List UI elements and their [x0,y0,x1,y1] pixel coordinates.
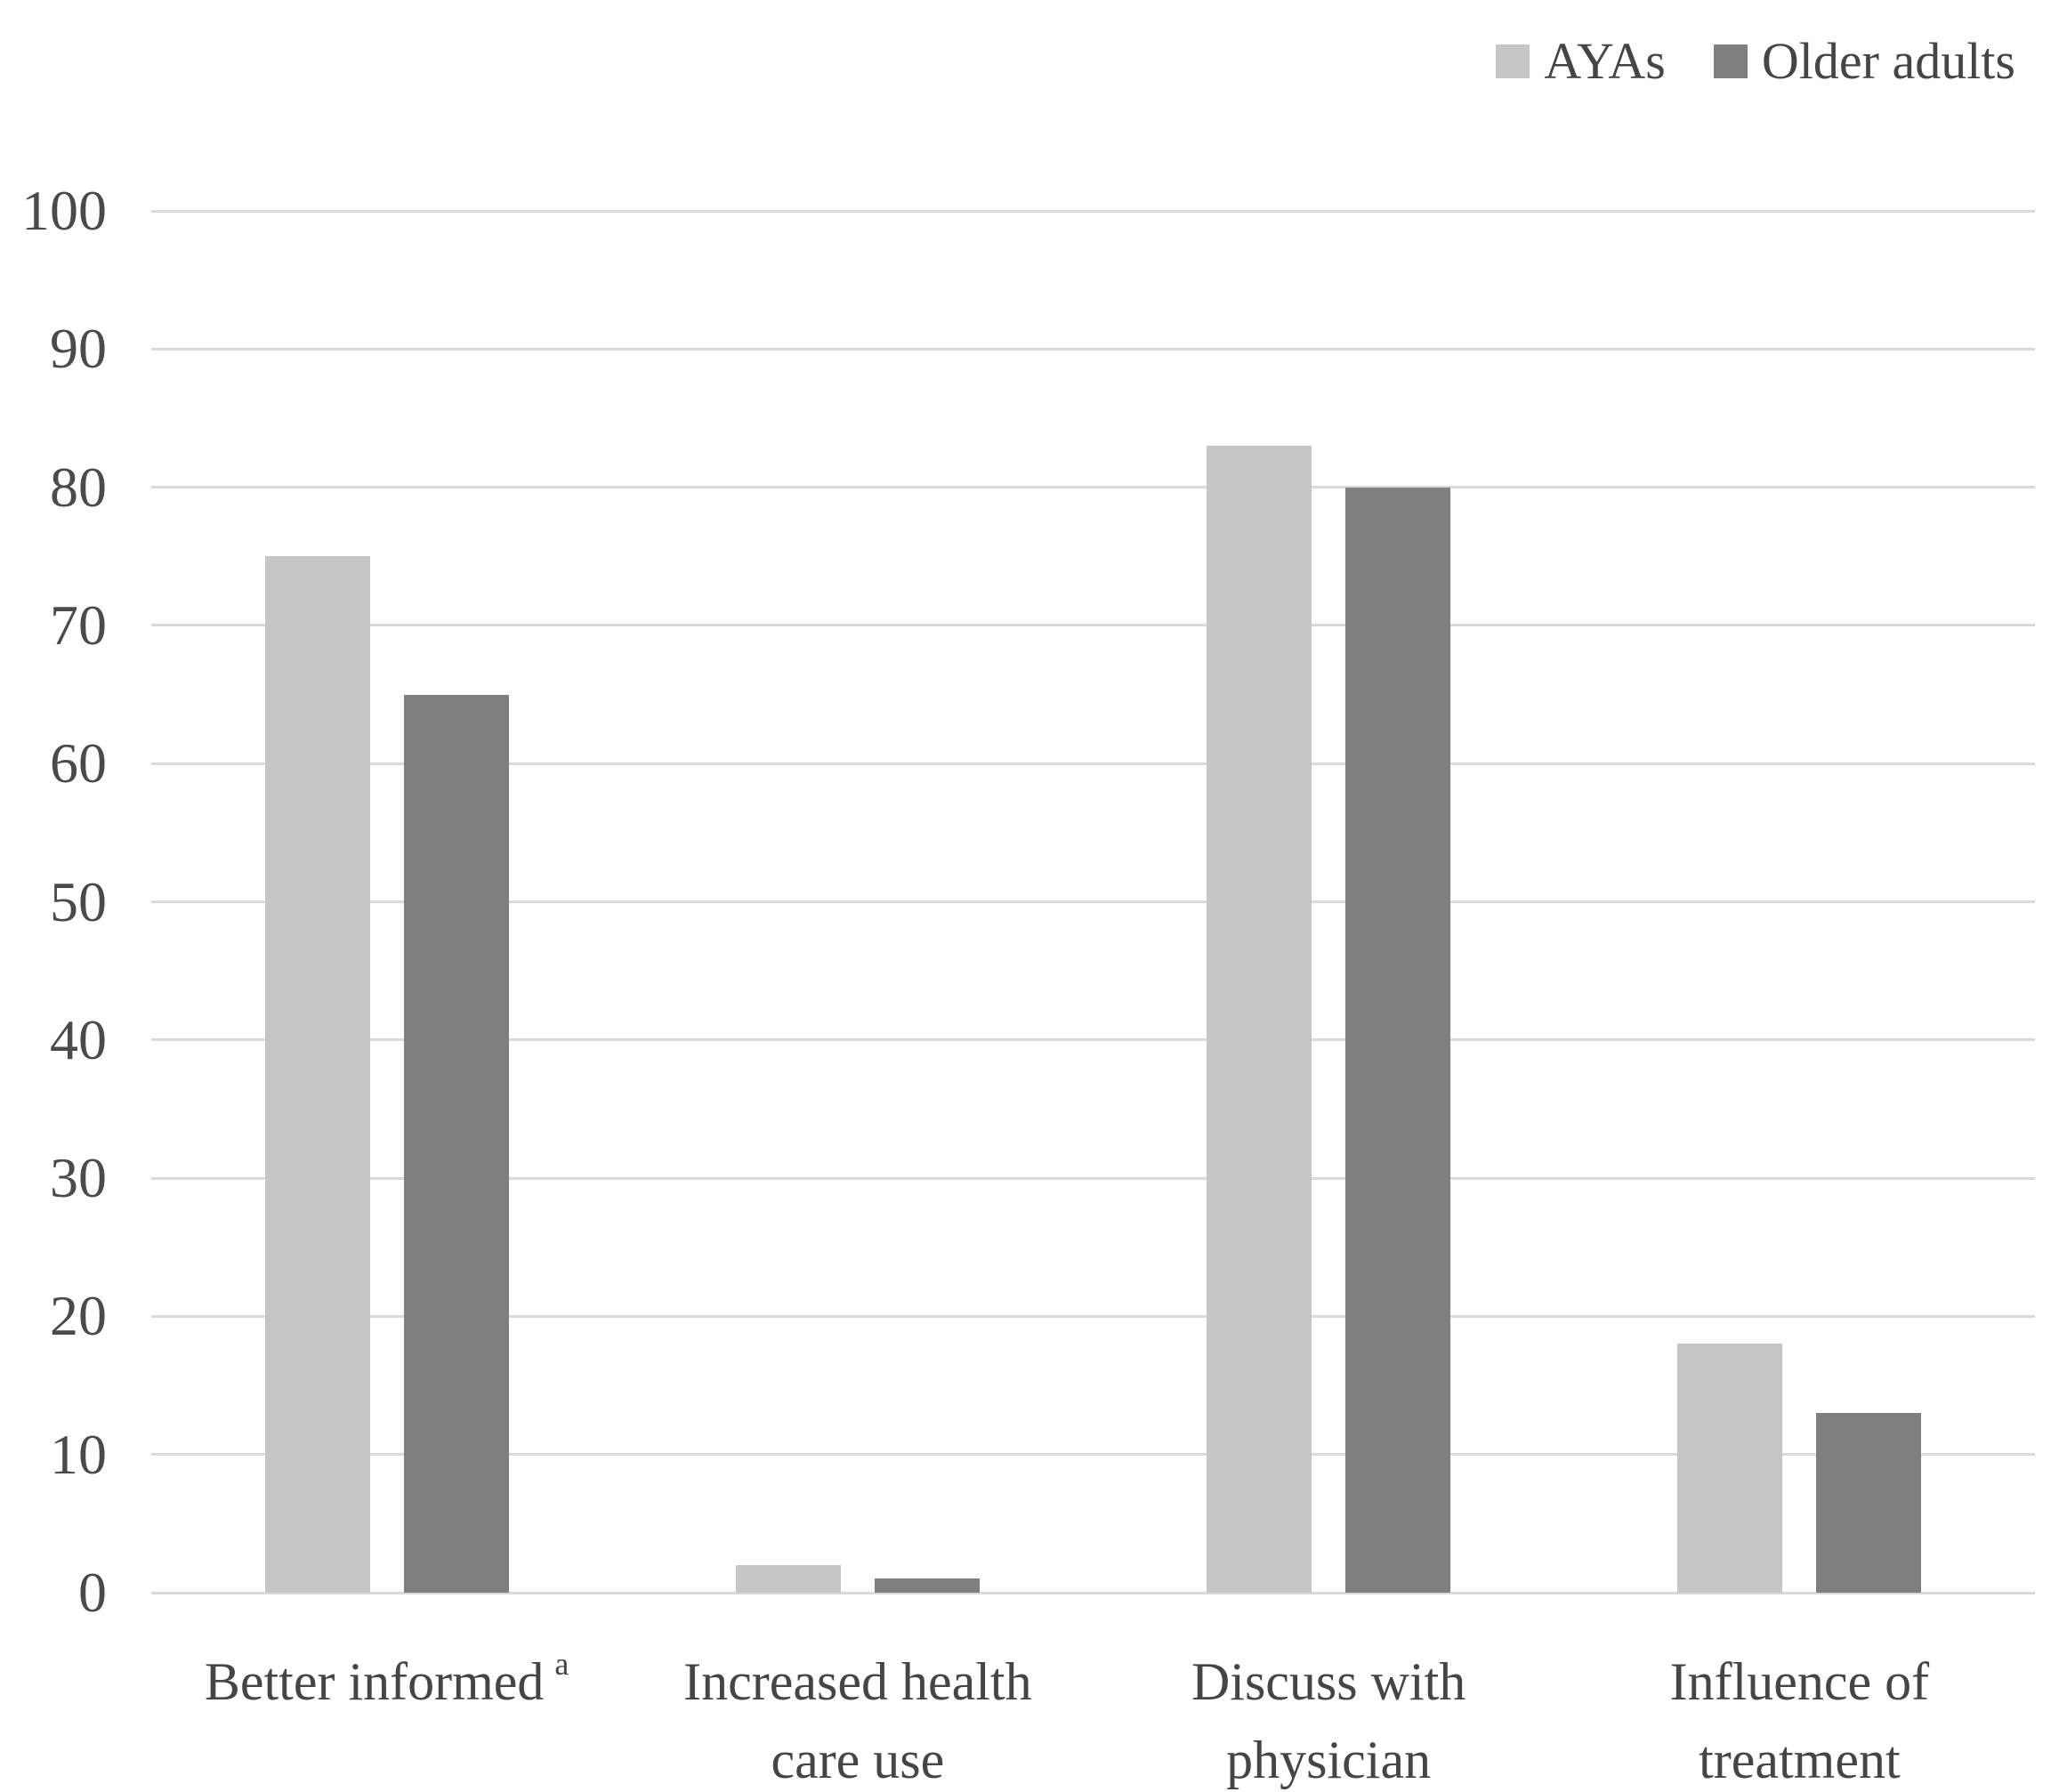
legend-label: AYAs [1544,32,1666,90]
bar-older-adults-better-informed [403,694,509,1593]
legend-swatch-icon [1496,44,1530,78]
bar-older-adults-increased-health [874,1578,980,1593]
gridline [151,624,2035,627]
x-axis-category-label: Influence of treatment [1523,1643,2067,1792]
y-axis-tick-label: 0 [78,1561,107,1624]
x-axis-category-label: Better informed a [111,1643,663,1721]
y-axis-tick-label: 30 [50,1146,107,1210]
y-axis-tick-label: 80 [50,455,107,519]
gridline [151,1314,2035,1318]
x-axis-category-label: Increased health care use [582,1643,1134,1792]
legend-item-ayas: AYAs [1496,32,1666,90]
gridline [151,486,2035,489]
y-axis-tick-label: 60 [50,731,107,795]
gridline [151,1038,2035,1042]
y-axis-tick-label: 20 [50,1284,107,1348]
bar-ayas-increased-health [735,1564,841,1593]
x-axis-category-label-line: physician [1226,1731,1432,1789]
x-axis-category-label-line: care use [771,1731,945,1789]
bar-ayas-better-informed [264,556,370,1593]
gridline [151,1591,2035,1594]
bar-ayas-discuss-with [1207,446,1312,1593]
bar-ayas-influence-of [1677,1344,1783,1593]
bar-older-adults-influence-of [1816,1413,1922,1593]
legend-label: Older adults [1761,32,2015,90]
y-axis-tick-label: 10 [50,1422,107,1486]
x-axis-category-label-line: Influence of [1669,1652,1930,1711]
y-axis-tick-label: 50 [50,869,107,933]
x-axis-category-label-line: Discuss with [1191,1652,1466,1711]
legend: AYAs Older adults [1496,36,2015,87]
legend-swatch-icon [1713,44,1748,78]
gridline [151,1176,2035,1180]
y-axis-tick-label: 90 [50,317,107,381]
gridline [151,1453,2035,1457]
footnote-marker: a [554,1646,569,1682]
x-axis-category-label-line: Increased health [683,1652,1032,1711]
x-axis-category-label-line: Better informed a [204,1646,569,1711]
bar-older-adults-discuss-with [1345,487,1451,1593]
x-axis-category-label: Discuss with physician [1053,1643,1604,1792]
legend-item-older-adults: Older adults [1713,32,2015,90]
gridline [151,209,2035,213]
y-axis-tick-label: 40 [50,1007,107,1071]
x-axis-category-label-line: treatment [1699,1731,1901,1789]
y-axis-tick-label: 70 [50,593,107,657]
gridline [151,762,2035,765]
gridline [151,347,2035,351]
gridline [151,900,2035,903]
y-axis-tick-label: 100 [21,179,107,242]
